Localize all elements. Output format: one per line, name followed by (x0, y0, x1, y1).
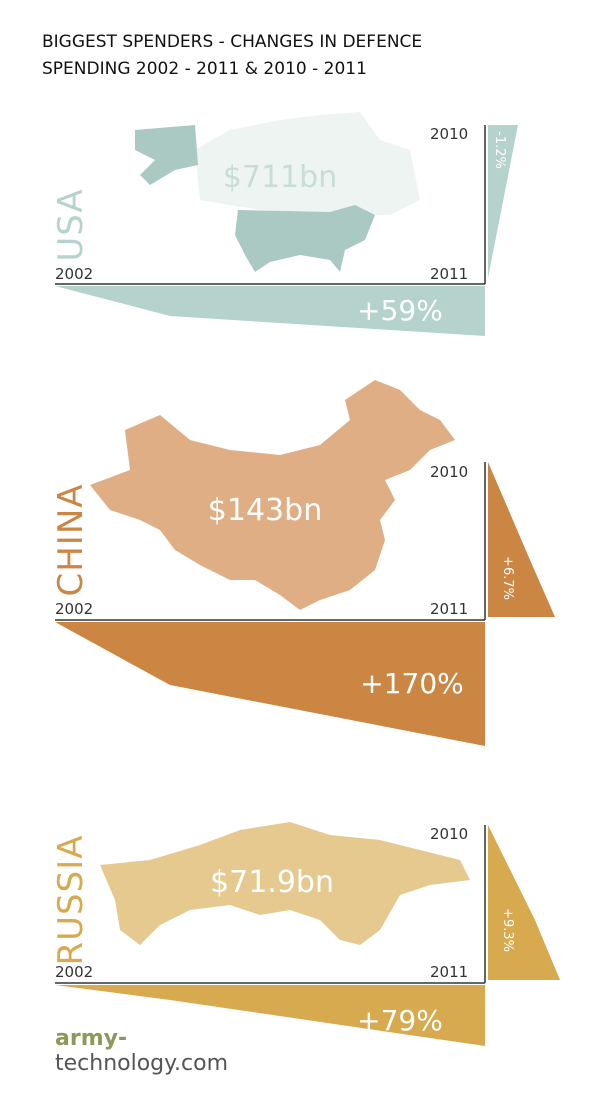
year-label: 2010 (430, 825, 468, 843)
year-label: 2002 (55, 600, 93, 618)
change-short: +9.3% (500, 908, 515, 952)
panel-russia: $71.9bn RUSSIA 2002 2010 2011 +79% +9.3% (51, 822, 560, 1046)
panel-china: $143bn CHINA 2002 2010 2011 +170% +6.7% (51, 380, 555, 746)
year-label: 2010 (430, 463, 468, 481)
change-short: +6.7% (500, 556, 515, 600)
brand: army- (55, 1026, 127, 1051)
title-line: BIGGEST SPENDERS - CHANGES IN DEFENCE (42, 32, 422, 52)
country-name: RUSSIA (51, 835, 91, 966)
wedge-short (488, 825, 560, 980)
map-usa (235, 205, 375, 272)
map-china (90, 380, 455, 610)
total: $711bn (223, 160, 337, 195)
year-label: 2002 (55, 963, 93, 981)
wedge-long (55, 286, 485, 336)
map-canada (195, 112, 420, 215)
brand: technology.com (55, 1051, 228, 1076)
change-short: -1.2% (492, 131, 507, 169)
map-russia (100, 822, 470, 945)
year-label: 2011 (430, 963, 468, 981)
year-label: 2010 (430, 125, 468, 143)
wedge-long (55, 622, 485, 746)
total: $143bn (208, 493, 322, 528)
wedge-long (55, 985, 485, 1046)
title-line: SPENDING 2002 - 2011 & 2010 - 2011 (42, 59, 367, 79)
wedge-short (488, 462, 555, 617)
panel-usa: $711bn USA 2002 2010 2011 +59% -1.2% (51, 112, 518, 336)
change-long: +170% (360, 667, 464, 700)
total: $71.9bn (210, 865, 334, 900)
year-label: 2011 (430, 600, 468, 618)
country-name: CHINA (51, 483, 91, 596)
year-label: 2002 (55, 265, 93, 283)
change-long: +79% (357, 1004, 443, 1037)
map-alaska (135, 125, 198, 185)
wedge-short (488, 125, 518, 278)
country-name: USA (51, 188, 91, 261)
change-long: +59% (357, 294, 443, 327)
year-label: 2011 (430, 265, 468, 283)
